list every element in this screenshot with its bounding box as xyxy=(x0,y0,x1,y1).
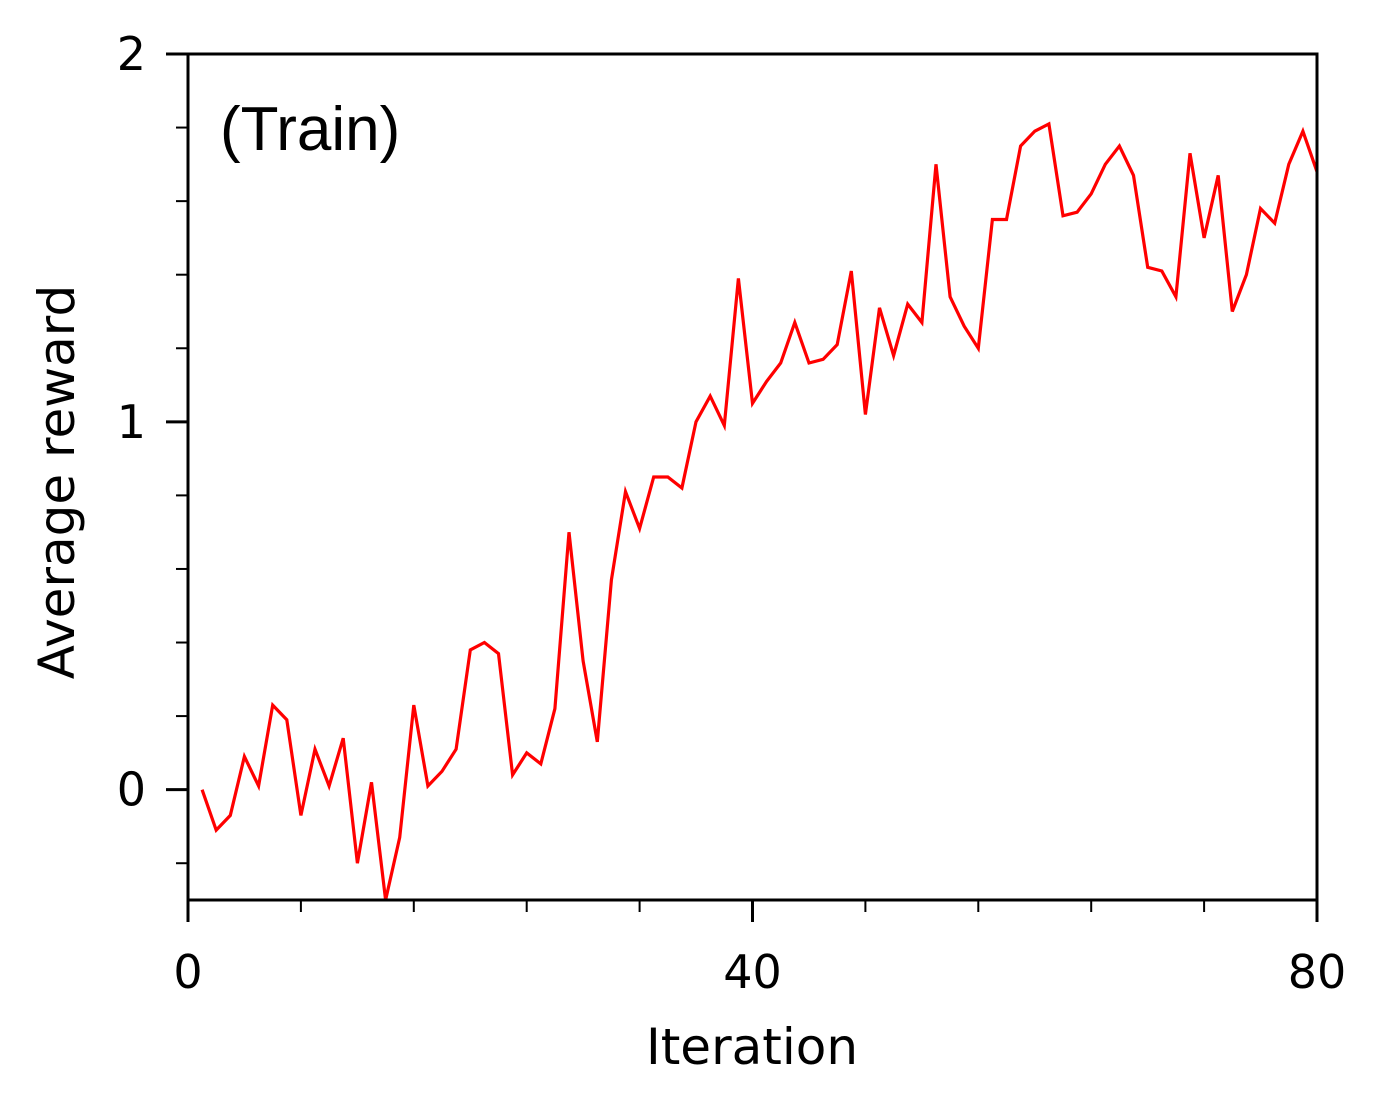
x-tick-label: 40 xyxy=(723,945,782,999)
x-tick-labels: 0 40 80 xyxy=(173,945,1346,999)
minor-ticks xyxy=(176,126,1206,912)
plot-frame xyxy=(186,52,1319,902)
y-axis-label: Average reward xyxy=(28,285,86,679)
y-tick-label: 1 xyxy=(117,395,146,449)
y-tick-label: 0 xyxy=(117,763,146,817)
y-tick-labels: 0 1 2 xyxy=(117,27,146,817)
major-ticks xyxy=(166,52,1319,922)
x-axis-label: Iteration xyxy=(646,1018,858,1076)
series-line xyxy=(200,121,1319,901)
x-tick-label: 0 xyxy=(173,945,202,999)
chart-annotation: (Train) xyxy=(220,95,400,164)
y-tick-label: 2 xyxy=(117,27,146,81)
x-tick-label: 80 xyxy=(1288,945,1347,999)
